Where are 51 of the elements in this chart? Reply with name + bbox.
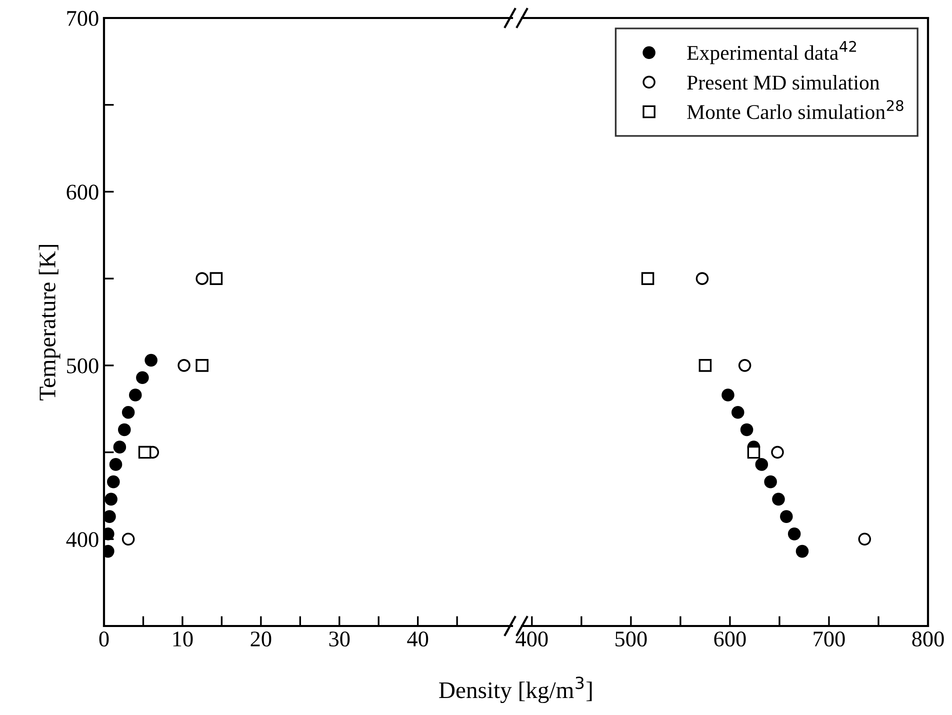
point <box>109 458 122 471</box>
x-tick-label: 0 <box>99 632 109 646</box>
point <box>136 371 149 384</box>
point <box>107 475 120 488</box>
point <box>122 532 135 546</box>
point <box>740 423 754 436</box>
point <box>641 272 654 285</box>
point <box>178 359 190 372</box>
y-tick-label: 400 <box>66 532 98 548</box>
point <box>104 492 118 506</box>
point <box>138 446 152 459</box>
point <box>780 510 793 523</box>
point <box>698 359 712 372</box>
point <box>747 446 760 459</box>
legend-label: Present MD simulation <box>687 75 880 90</box>
x-tick-label: 500 <box>616 632 647 646</box>
y-tick-label: 600 <box>66 184 98 200</box>
legend-label: Experimental data$^{42}$ <box>687 40 856 64</box>
point <box>128 388 142 402</box>
point <box>118 423 131 436</box>
point <box>113 440 126 454</box>
x-tick-label: 400 <box>516 632 548 646</box>
point <box>771 446 784 459</box>
x-axis-title: Density [kg/m$^{3}$] <box>439 676 592 704</box>
x-tick-label: 10 <box>173 632 193 646</box>
x-tick-label: 700 <box>814 632 845 646</box>
point <box>196 359 208 372</box>
point <box>122 406 135 419</box>
x-tick-label: 600 <box>714 632 746 646</box>
point <box>731 406 744 419</box>
x-tick-label: 40 <box>407 632 428 646</box>
y-axis-title: Temperature [K] <box>38 244 60 400</box>
y-tick-label: 500 <box>67 358 98 374</box>
point <box>755 458 768 471</box>
point <box>104 510 116 523</box>
point <box>772 492 785 506</box>
point <box>210 272 223 285</box>
point <box>696 272 709 285</box>
point <box>196 272 208 285</box>
point <box>764 475 777 488</box>
x-tick-label: 800 <box>912 632 944 646</box>
point <box>788 528 801 540</box>
x-tick-label: 20 <box>250 632 272 646</box>
point <box>796 544 809 558</box>
point <box>722 388 734 402</box>
y-tick-label: 700 <box>67 10 98 26</box>
point <box>144 354 158 367</box>
legend-label: Monte Carlo simulation$^{28}$ <box>687 100 904 120</box>
x-tick-label: 30 <box>329 632 350 646</box>
point <box>738 359 752 372</box>
point <box>858 532 872 546</box>
